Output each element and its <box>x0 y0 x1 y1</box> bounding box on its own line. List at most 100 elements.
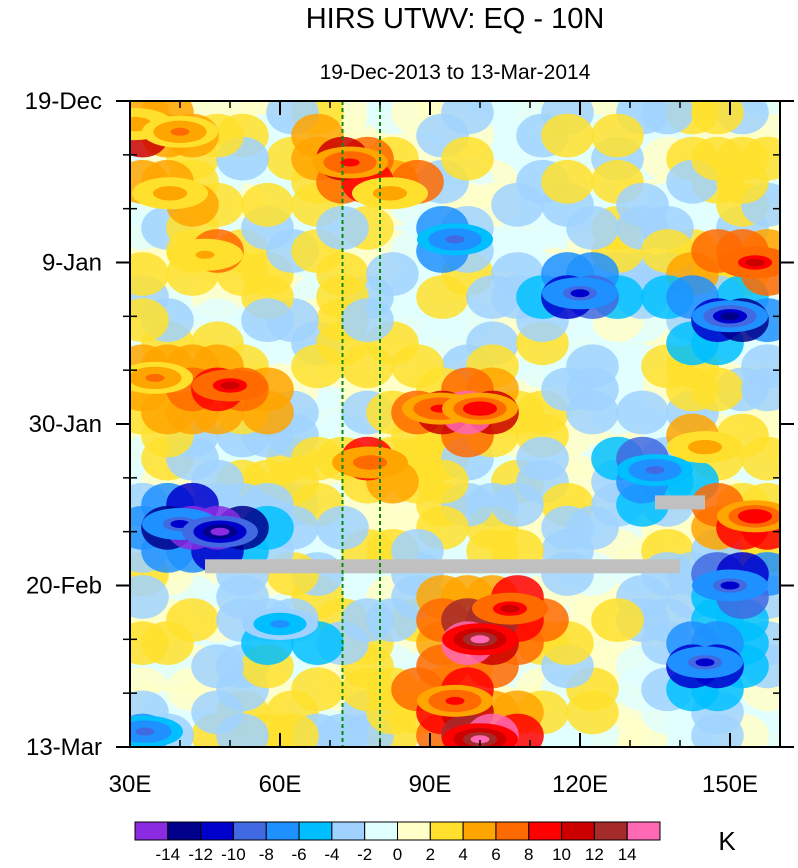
colorbar-level-label: 2 <box>426 845 435 863</box>
colorbar-level-label: 4 <box>458 845 467 863</box>
field-cell <box>341 667 394 712</box>
field-cell <box>441 101 494 135</box>
field-cell <box>591 113 644 158</box>
field-cell <box>130 621 169 666</box>
colorbar-swatch <box>364 821 399 841</box>
contour-layer <box>130 101 780 747</box>
field-cell <box>691 136 744 181</box>
colorbar-level-label: 0 <box>393 845 402 863</box>
colorbar-swatch <box>429 821 464 841</box>
colorbar-swatch <box>265 821 300 841</box>
field-cell <box>566 344 619 389</box>
field-cell <box>166 598 219 642</box>
anomaly-core <box>645 466 665 475</box>
x-tick-label: 120E <box>552 771 608 798</box>
field-cell <box>341 298 394 343</box>
colorbar-swatch <box>462 821 497 841</box>
x-tick-label: 90E <box>409 771 452 798</box>
anomaly-core <box>745 258 765 267</box>
axes: 30E 60E 90E 120E 150E 19-Dec 9-Jan 30-Jan 20-Feb… <box>25 88 794 798</box>
colorbar-swatch <box>593 821 628 841</box>
anomaly-core <box>380 189 400 198</box>
colorbar-swatch <box>626 821 661 841</box>
field-cell <box>130 298 169 343</box>
field-cell <box>691 713 744 747</box>
anomaly-core <box>170 127 190 136</box>
field-cell <box>541 552 594 596</box>
chart-subtitle: 19-Dec-2013 to 13-Mar-2014 <box>320 61 591 84</box>
field-cell <box>616 390 669 435</box>
field-cell <box>416 275 469 319</box>
colorbar-swatch <box>134 821 169 841</box>
colorbar-swatch <box>528 821 563 841</box>
missing-data-layer <box>205 495 705 574</box>
y-tick-label: 20-Feb <box>26 573 102 600</box>
anomaly-core <box>145 373 165 382</box>
x-tick-label: 60E <box>259 771 302 798</box>
anomaly-core <box>135 727 155 736</box>
field-cell <box>130 575 169 619</box>
colorbar-level-label: -14 <box>156 845 181 863</box>
colorbar-level-label: -4 <box>324 845 339 863</box>
y-tick-label: 19-Dec <box>25 88 102 115</box>
colorbar-level-label: -2 <box>357 845 372 863</box>
reference-lines <box>341 101 381 747</box>
field-cell <box>691 101 744 135</box>
colorbar-swatch <box>298 821 333 841</box>
colorbar-level-label: 6 <box>491 845 500 863</box>
colorbar-level-label: 10 <box>552 845 571 863</box>
field-cell <box>191 644 244 689</box>
anomaly-core <box>195 250 215 259</box>
field-cell <box>566 390 619 435</box>
colorbar-level-label: 8 <box>524 845 533 863</box>
field-cell <box>130 252 169 296</box>
field-cell <box>241 298 294 343</box>
anomaly-core <box>210 527 230 536</box>
colorbar-level-label: -8 <box>259 845 274 863</box>
field-cell <box>341 344 394 389</box>
colorbar-swatch <box>232 821 267 841</box>
field-cell <box>516 436 569 481</box>
colorbar-swatch <box>200 821 234 841</box>
colorbar: -14 -12 -10 -8 -6 -4 -2 0 2 4 6 8 10 12 14 <box>134 821 661 864</box>
anomaly-core <box>470 404 490 413</box>
missing-data-bar <box>205 559 680 574</box>
colorbar-swatch <box>167 821 202 841</box>
field-cell <box>541 159 594 204</box>
anomaly-core <box>720 312 740 321</box>
colorbar-level-label: -12 <box>188 845 213 863</box>
field-cell <box>641 101 694 135</box>
field-cell <box>616 182 669 227</box>
field-cell <box>641 552 694 596</box>
y-tick-label: 30-Jan <box>29 411 102 438</box>
field-cell <box>266 713 319 747</box>
y-tick-label: 9-Jan <box>42 250 102 277</box>
field-cell <box>591 598 644 642</box>
colorbar-swatch <box>397 821 431 841</box>
anomaly-core <box>270 620 290 628</box>
field-cell <box>541 113 594 158</box>
colorbar-swatch <box>561 821 595 841</box>
field-cell <box>491 482 544 527</box>
anomaly-core <box>130 120 145 129</box>
colorbar-unit-label: K <box>718 826 736 856</box>
plot-field <box>130 101 780 747</box>
anomaly-core <box>500 604 520 613</box>
colorbar-level-label: 14 <box>618 845 637 863</box>
anomaly-core <box>570 289 590 298</box>
anomaly-core <box>360 458 380 467</box>
field-cell <box>741 367 780 412</box>
anomaly-core <box>720 581 740 590</box>
colorbar-level-label: -10 <box>221 845 246 863</box>
field-cell <box>216 575 269 619</box>
anomaly-core <box>340 158 360 167</box>
field-cell <box>541 505 594 550</box>
anomaly-core <box>695 658 715 667</box>
colorbar-swatch <box>495 821 530 841</box>
anomaly-core <box>160 189 180 198</box>
chart-title: HIRS UTWV: EQ - 10N <box>306 3 605 35</box>
field-cell <box>291 667 344 712</box>
field-cell <box>341 598 394 642</box>
